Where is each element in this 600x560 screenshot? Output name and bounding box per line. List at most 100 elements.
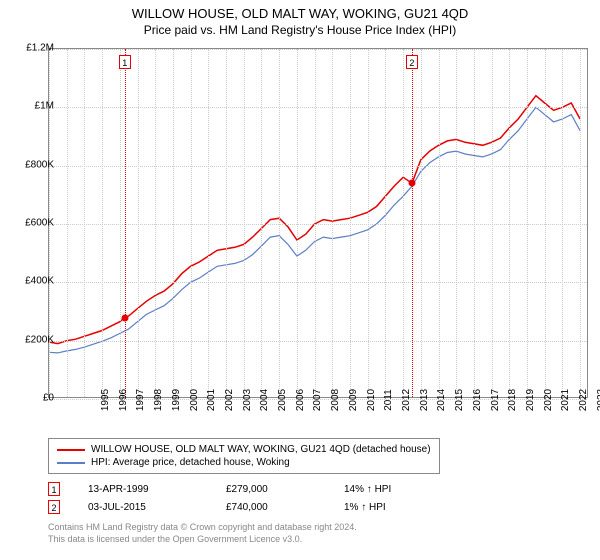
grid-v [102, 49, 103, 397]
x-axis-label: 2002 [224, 389, 235, 411]
x-axis-label: 2007 [312, 389, 323, 411]
y-axis-label: £200K [25, 334, 54, 345]
footer-attribution: Contains HM Land Registry data © Crown c… [48, 522, 588, 545]
x-axis-label: 2008 [330, 389, 341, 411]
grid-v [191, 49, 192, 397]
grid-v [173, 49, 174, 397]
title-block: WILLOW HOUSE, OLD MALT WAY, WOKING, GU21… [0, 0, 600, 37]
sale-row: 1 13-APR-1999 £279,000 14% ↑ HPI [48, 480, 588, 498]
grid-v [403, 49, 404, 397]
sale-row-marker: 1 [48, 482, 60, 496]
grid-v [244, 49, 245, 397]
grid-v [226, 49, 227, 397]
x-axis-label: 2022 [578, 389, 589, 411]
x-axis-label: 2010 [366, 389, 377, 411]
sales-table: 1 13-APR-1999 £279,000 14% ↑ HPI 2 03-JUL-201… [48, 480, 588, 516]
grid-v [545, 49, 546, 397]
grid-v [332, 49, 333, 397]
sale-row-marker: 2 [48, 500, 60, 514]
sale-dot [121, 314, 128, 321]
grid-v [279, 49, 280, 397]
grid-v [474, 49, 475, 397]
x-axis-label: 1997 [135, 389, 146, 411]
x-axis-label: 2012 [401, 389, 412, 411]
x-axis-label: 2005 [277, 389, 288, 411]
grid-h [49, 166, 587, 167]
x-axis-label: 2004 [259, 389, 270, 411]
y-axis-label: £600K [25, 218, 54, 229]
grid-v [138, 49, 139, 397]
x-axis-label: 2006 [295, 389, 306, 411]
grid-v [368, 49, 369, 397]
grid-v [456, 49, 457, 397]
x-axis-label: 2009 [348, 389, 359, 411]
y-axis-label: £400K [25, 276, 54, 287]
sale-marker-box: 2 [406, 55, 418, 69]
x-axis-label: 2021 [560, 389, 571, 411]
sale-delta: 1% ↑ HPI [344, 502, 386, 513]
chart-subtitle: Price paid vs. HM Land Registry's House … [0, 23, 600, 37]
legend-label: HPI: Average price, detached house, Woki… [91, 457, 290, 468]
grid-h [49, 49, 587, 50]
grid-v [297, 49, 298, 397]
legend-label: WILLOW HOUSE, OLD MALT WAY, WOKING, GU21… [91, 444, 431, 455]
x-axis-label: 2023 [596, 389, 600, 411]
sale-row: 2 03-JUL-2015 £740,000 1% ↑ HPI [48, 498, 588, 516]
grid-h [49, 341, 587, 342]
chart-area: 12 1995199619971998199920002001200220032… [48, 48, 588, 398]
x-axis-label: 2011 [383, 389, 394, 411]
x-axis-label: 1998 [153, 389, 164, 411]
legend-row: WILLOW HOUSE, OLD MALT WAY, WOKING, GU21… [57, 443, 431, 456]
grid-v [84, 49, 85, 397]
x-axis-label: 2013 [419, 389, 430, 411]
sale-dot [408, 180, 415, 187]
grid-h [49, 107, 587, 108]
grid-v [527, 49, 528, 397]
y-axis-label: £1.2M [26, 43, 54, 54]
grid-v [120, 49, 121, 397]
grid-v [350, 49, 351, 397]
x-axis-label: 2003 [242, 389, 253, 411]
sale-marker-line [412, 49, 413, 397]
x-axis-label: 1999 [171, 389, 182, 411]
x-axis-label: 2019 [525, 389, 536, 411]
x-axis-label: 2000 [189, 389, 200, 411]
x-axis-label: 2018 [507, 389, 518, 411]
sale-date: 03-JUL-2015 [88, 502, 198, 513]
sale-marker-box: 1 [119, 55, 131, 69]
sale-delta: 14% ↑ HPI [344, 484, 391, 495]
grid-v [315, 49, 316, 397]
y-axis-label: £800K [25, 159, 54, 170]
sale-date: 13-APR-1999 [88, 484, 198, 495]
grid-v [562, 49, 563, 397]
x-axis-label: 2014 [436, 389, 447, 411]
x-axis-label: 2017 [490, 389, 501, 411]
sale-price: £740,000 [226, 502, 316, 513]
grid-v [385, 49, 386, 397]
x-axis-label: 1996 [118, 389, 129, 411]
legend-swatch [57, 462, 85, 464]
sale-marker-line [125, 49, 126, 397]
x-axis-label: 2001 [206, 389, 217, 411]
y-axis-label: £0 [43, 393, 54, 404]
grid-h [49, 224, 587, 225]
grid-v [492, 49, 493, 397]
grid-v [261, 49, 262, 397]
grid-h [49, 282, 587, 283]
chart-container: WILLOW HOUSE, OLD MALT WAY, WOKING, GU21… [0, 0, 600, 560]
y-axis-label: £1M [35, 101, 54, 112]
grid-v [421, 49, 422, 397]
legend-row: HPI: Average price, detached house, Woki… [57, 456, 431, 469]
x-axis-label: 2020 [543, 389, 554, 411]
grid-v [208, 49, 209, 397]
grid-v [509, 49, 510, 397]
x-axis-label: 1995 [100, 389, 111, 411]
footer-line-2: This data is licensed under the Open Gov… [48, 534, 588, 546]
grid-v [580, 49, 581, 397]
grid-v [439, 49, 440, 397]
legend-area: WILLOW HOUSE, OLD MALT WAY, WOKING, GU21… [48, 438, 588, 545]
x-axis-label: 2015 [454, 389, 465, 411]
x-axis-label: 2016 [472, 389, 483, 411]
sale-price: £279,000 [226, 484, 316, 495]
legend-box: WILLOW HOUSE, OLD MALT WAY, WOKING, GU21… [48, 438, 440, 474]
